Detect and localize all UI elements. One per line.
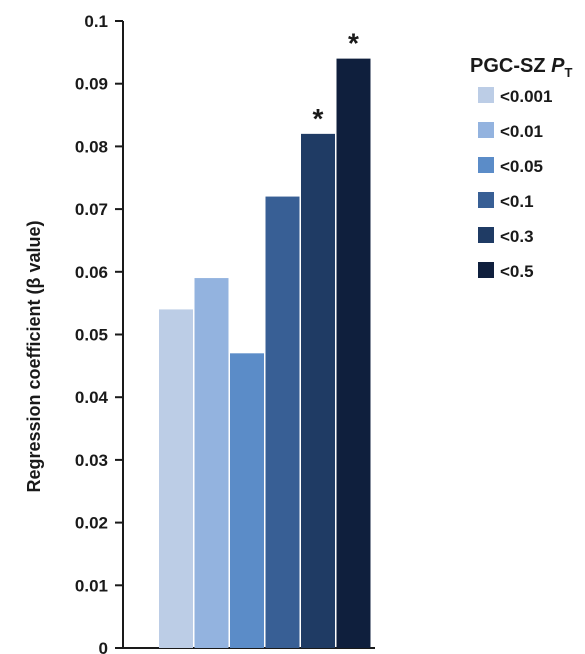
legend-title-subscript: T <box>564 65 572 80</box>
legend-label: <0.05 <box>500 157 543 176</box>
y-ticks: 0 0.01 0.02 0.03 0.04 0.05 0.06 0.07 0.08 0.09 0.1 <box>75 12 123 654</box>
bar-5 <box>301 133 335 649</box>
y-axis-title: Regression coefficient (β value) <box>24 220 44 492</box>
y-tick-label: 0.06 <box>75 263 108 282</box>
bar-1 <box>159 309 193 648</box>
y-tick-label: 0.03 <box>75 451 108 470</box>
legend-items: <0.001 <0.01 <0.05 <0.1 <0.3 <0.5 <box>478 87 552 281</box>
legend-title-main: PGC-SZ <box>470 55 551 77</box>
legend-swatch <box>478 157 494 173</box>
bar-4 <box>265 196 300 648</box>
y-tick-label: 0.04 <box>75 388 109 407</box>
legend: PGC-SZ PT <0.001 <0.01 <0.05 <0.1 <0.3 <0.5 <box>470 55 572 281</box>
legend-swatch <box>478 122 494 138</box>
bars <box>159 58 371 649</box>
bar-6 <box>336 58 371 649</box>
legend-title: PGC-SZ PT <box>470 55 572 80</box>
legend-label: <0.01 <box>500 122 543 141</box>
legend-label: <0.1 <box>500 192 534 211</box>
y-tick-label: 0.08 <box>75 137 108 156</box>
legend-label: <0.5 <box>500 262 534 281</box>
significance-markers: ** <box>313 28 360 134</box>
legend-swatch <box>478 87 494 103</box>
significance-star: * <box>313 103 324 134</box>
legend-title-italic: P <box>551 55 565 77</box>
legend-swatch <box>478 227 494 243</box>
y-tick-label: 0.09 <box>75 75 108 94</box>
y-tick-label: 0 <box>99 639 108 654</box>
legend-swatch <box>478 192 494 208</box>
significance-star: * <box>348 28 359 59</box>
y-tick-label: 0.01 <box>75 576 108 595</box>
y-tick-label: 0.1 <box>84 12 108 31</box>
y-tick-label: 0.05 <box>75 326 108 345</box>
y-tick-label: 0.02 <box>75 514 108 533</box>
y-tick-label: 0.07 <box>75 200 108 219</box>
bar-2 <box>194 278 229 648</box>
legend-label: <0.3 <box>500 227 534 246</box>
legend-swatch <box>478 262 494 278</box>
bar-3 <box>230 353 264 648</box>
legend-label: <0.001 <box>500 87 552 106</box>
